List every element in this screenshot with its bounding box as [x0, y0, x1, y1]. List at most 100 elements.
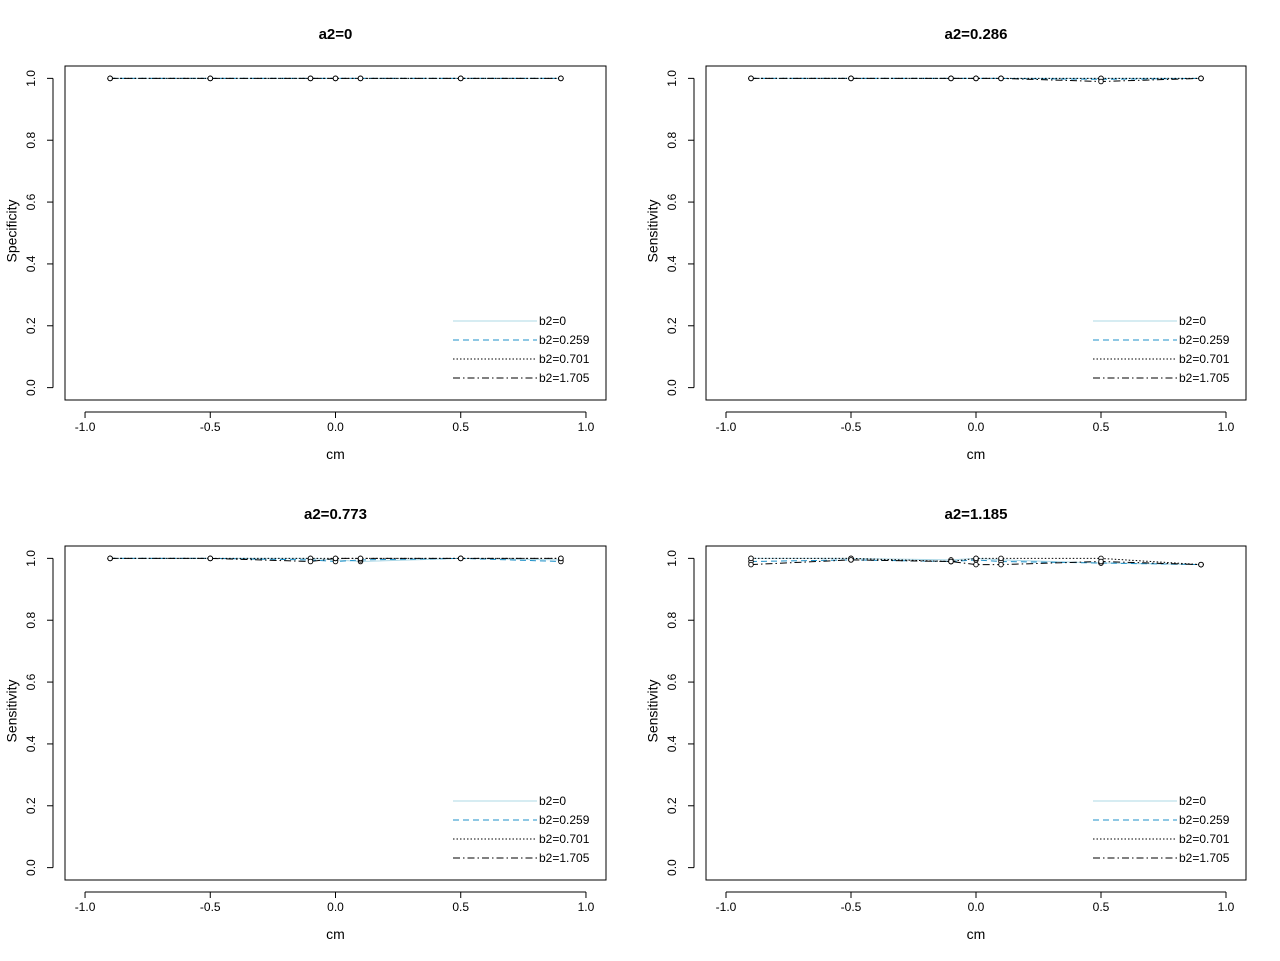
x-tick-label: -1.0 [75, 420, 96, 434]
data-point [748, 555, 754, 562]
legend-label: b2=1.705 [1179, 371, 1230, 385]
y-tick-label: 0.2 [24, 797, 38, 814]
series-group [107, 555, 564, 565]
data-point [107, 555, 113, 562]
data-point [558, 75, 564, 82]
x-axis: -1.0 -0.5 0.0 0.5 1.0 [716, 411, 1235, 434]
chart-panel-3: a2=0.773-1.0 -0.5 0.0 0.5 1.0cm0.00.20.40.60… [4, 506, 607, 942]
data-point [558, 555, 564, 562]
data-point [457, 75, 464, 82]
y-tick-label: 0.6 [665, 193, 679, 210]
y-tick-label: 1.0 [24, 70, 38, 87]
y-axis: 0.0 0.2 0.4 0.6 0.8 1.0 [24, 550, 54, 876]
legend-label: b2=0.701 [539, 832, 590, 846]
y-axis: 0.0 0.2 0.4 0.6 0.8 1.0 [24, 70, 54, 396]
data-point [357, 75, 364, 82]
y-tick-label: 0.4 [665, 255, 679, 272]
data-point [998, 75, 1004, 82]
x-tick-label: 1.0 [578, 900, 595, 914]
data-point [1098, 78, 1104, 85]
x-axis: -1.0 -0.5 0.0 0.5 1.0 [75, 411, 595, 434]
plot-frame [705, 65, 1247, 401]
y-tick-label: 0.8 [24, 612, 38, 629]
y-tick-label: 1.0 [665, 70, 679, 87]
data-point [998, 561, 1004, 568]
legend-label: b2=0 [539, 794, 566, 808]
data-point [848, 557, 854, 563]
plot-frame [705, 545, 1247, 881]
y-tick-label: 0.6 [24, 193, 38, 210]
x-tick-label: 0.5 [452, 420, 469, 434]
chart-panel-1: a2=0 -1.0 -0.5 0.0 0.5 1.0 cm 0.0 0.2 0.4 0.6 0.8 1.… [4, 26, 607, 462]
legend-label: b2=0.259 [539, 333, 590, 347]
data-point [1198, 75, 1204, 82]
legend-label: b2=0.259 [1179, 333, 1230, 347]
x-tick-label: -0.5 [841, 420, 862, 434]
legend: b2=0 b2=0.259 b2=0.701 b2=1.705 [453, 794, 590, 865]
y-tick-label: 0.0 [24, 379, 38, 396]
chart-title: a2=0 [319, 26, 353, 43]
data-point [948, 75, 954, 82]
x-tick-label: 0.0 [968, 420, 985, 434]
legend-label: b2=0.701 [1179, 832, 1230, 846]
y-tick-label: 0.0 [24, 859, 38, 876]
legend-label: b2=1.705 [539, 851, 590, 865]
legend-label: b2=1.705 [539, 371, 590, 385]
y-tick-label: 0.6 [665, 673, 679, 690]
x-tick-label: 1.0 [1218, 420, 1235, 434]
y-tick-label: 0.6 [24, 673, 38, 690]
x-tick-label: 1.0 [578, 420, 595, 434]
legend-label: b2=0 [1179, 314, 1206, 328]
data-point [1098, 558, 1104, 565]
legend-label: b2=0.259 [1179, 813, 1230, 827]
data-point [307, 558, 314, 565]
x-tick-label: -0.5 [841, 900, 862, 914]
y-axis: 0.0 0.2 0.4 0.6 0.8 1.0 [665, 550, 695, 876]
x-tick-label: 0.5 [1093, 420, 1110, 434]
x-axis-label: cm [967, 446, 986, 462]
x-tick-label: 0.5 [452, 900, 469, 914]
x-tick-label: 1.0 [1218, 900, 1235, 914]
x-tick-label: 0.0 [327, 420, 344, 434]
legend-label: b2=0.701 [1179, 352, 1230, 366]
y-tick-label: 0.2 [665, 797, 679, 814]
x-tick-label: -0.5 [200, 900, 221, 914]
x-tick-label: 0.5 [1093, 900, 1110, 914]
data-point [307, 75, 314, 82]
legend: b2=0 b2=0.259 b2=0.701 b2=1.705 [1093, 314, 1230, 385]
y-axis-label: Specificity [4, 199, 20, 262]
data-point [948, 558, 954, 565]
x-tick-label: 0.0 [327, 900, 344, 914]
chart-title: a2=1.185 [945, 506, 1008, 523]
y-tick-label: 0.2 [665, 317, 679, 334]
y-tick-label: 0.0 [665, 859, 679, 876]
data-point [973, 75, 979, 82]
y-tick-label: 0.8 [665, 132, 679, 149]
y-axis-label: Sensitivity [4, 679, 20, 742]
x-axis-label: cm [326, 446, 345, 462]
x-tick-label: -0.5 [200, 420, 221, 434]
y-tick-label: 0.4 [24, 255, 38, 272]
plot-frame [64, 65, 607, 401]
legend-label: b2=0 [1179, 794, 1206, 808]
series-group [748, 555, 1204, 568]
legend-label: b2=0.259 [539, 813, 590, 827]
series-group [107, 75, 564, 82]
data-point [357, 555, 364, 562]
y-tick-label: 1.0 [24, 550, 38, 567]
chart-title: a2=0.286 [945, 26, 1008, 43]
data-point [332, 75, 339, 82]
x-tick-label: -1.0 [716, 420, 737, 434]
x-axis: -1.0 -0.5 0.0 0.5 1.0 [75, 891, 595, 914]
data-point [998, 555, 1004, 562]
x-tick-label: -1.0 [75, 900, 96, 914]
y-tick-label: 0.2 [24, 317, 38, 334]
y-tick-label: 0.4 [24, 735, 38, 752]
chart-panel-2: a2=0.286 -1.0 -0.5 0.0 0.5 1.0 cm 0.0 0.2 0.4 0.6 0… [645, 26, 1247, 462]
x-axis: -1.0 -0.5 0.0 0.5 1.0 [716, 891, 1235, 914]
legend-label: b2=0 [539, 314, 566, 328]
plot-frame [64, 545, 607, 881]
data-point [107, 75, 113, 82]
data-point [973, 561, 979, 568]
